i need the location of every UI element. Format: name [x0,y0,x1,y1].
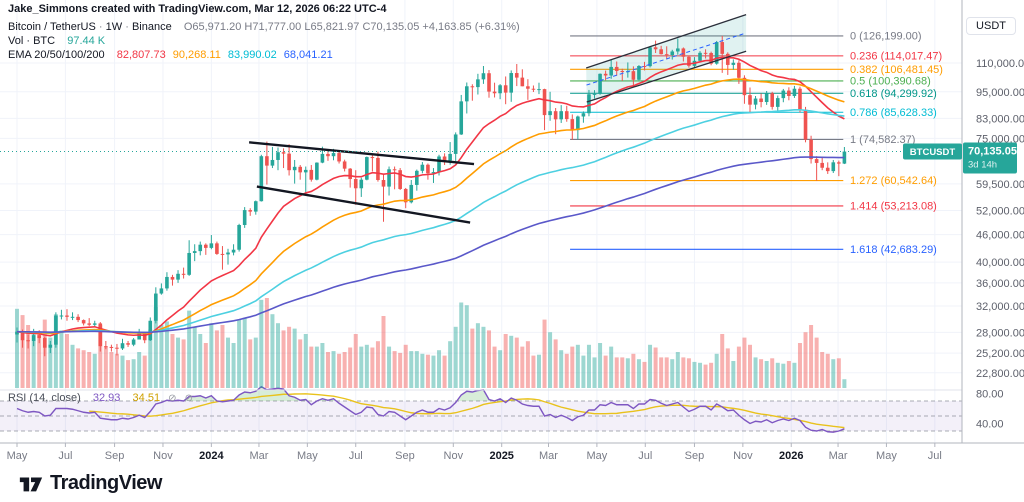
tradingview-logo-text: TradingView [50,472,162,494]
svg-text:BTCUSDT: BTCUSDT [910,147,956,158]
rsi-value: 32.93 [92,392,121,404]
svg-text:Sep: Sep [395,450,415,462]
symbol-row: Bitcoin / TetherUS · 1W · Binance O65,97… [8,21,520,33]
ema-values: 82,807.73 90,268.11 83,990.02 68,041.21 [117,49,340,61]
branding-bar: TradingView [0,465,1024,502]
svg-text:0.786 (85,628.33): 0.786 (85,628.33) [850,107,937,119]
svg-text:0.618 (94,299.92): 0.618 (94,299.92) [850,88,937,100]
symbol-title[interactable]: Bitcoin / TetherUS [8,21,96,33]
svg-text:110,000.00: 110,000.00 [976,58,1024,70]
exchange: Binance [131,21,172,33]
rsi-ma-value: 34.51 [132,392,161,404]
svg-text:2025: 2025 [489,450,513,462]
svg-text:75,000.00: 75,000.00 [976,133,1024,145]
svg-text:Jul: Jul [349,450,363,462]
time-axis[interactable]: May Jul Sep Nov 2024 Mar May Jul Sep Nov 2025 Mar Ma… [7,443,942,462]
svg-text:0.382 (106,481.45): 0.382 (106,481.45) [850,64,943,76]
ema-value: 68,041.21 [283,49,333,61]
ohlc-high: H71,777.00 [244,21,302,33]
svg-text:1.618 (42,683.29): 1.618 (42,683.29) [850,244,937,256]
ema-value: 90,268.11 [172,49,221,61]
price-axis[interactable]: 110,000.00 95,000.00 83,000.00 75,000.00 59,… [976,58,1024,431]
price-chart-canvas[interactable]: 0 (126,199.00) 0.236 (114,017.47) 0.382 (1… [0,0,1024,465]
change-value: +4,163.85 (+6.31%) [422,21,520,33]
rising-channel-fill[interactable] [586,14,747,103]
svg-text:Nov: Nov [733,450,753,462]
volume-label: Vol · BTC [8,35,56,47]
rsi-source-icon: ⊘ [184,393,193,404]
volume-value: 97.44 K [67,35,106,47]
svg-text:Nov: Nov [444,450,464,462]
svg-text:46,000.00: 46,000.00 [976,230,1024,242]
ema-value: 83,990.02 [227,49,277,61]
svg-text:40,000.00: 40,000.00 [976,257,1024,269]
svg-text:70,135.05: 70,135.05 [968,146,1017,158]
candles-layer [15,35,847,357]
svg-text:95,000.00: 95,000.00 [976,87,1024,99]
svg-text:52,000.00: 52,000.00 [976,205,1024,217]
tradingview-logo-icon [19,477,43,491]
svg-text:May: May [7,450,28,462]
price-scale-currency[interactable]: USDT [966,17,1016,35]
volume-layer [15,298,847,388]
tradingview-logo[interactable]: TradingView [18,471,162,497]
svg-text:1 (74,582.37): 1 (74,582.37) [850,134,915,146]
ema-20-line [16,56,845,337]
svg-text:Nov: Nov [153,450,173,462]
svg-text:May: May [587,450,608,462]
svg-text:1.414 (53,213.08): 1.414 (53,213.08) [850,200,937,212]
ema-100-line [16,108,845,334]
rsi-ma-line [89,393,845,429]
svg-text:22,800.00: 22,800.00 [976,368,1024,380]
svg-text:3d 14h: 3d 14h [968,160,997,171]
svg-text:40.00: 40.00 [976,419,1004,431]
ema-200-line [16,156,845,334]
svg-text:28,000.00: 28,000.00 [976,327,1024,339]
ema-value: 82,807.73 [116,49,166,61]
rsi-legend: RSI (14, close) 32.93 34.51 ⊘ ⊘ [8,392,193,404]
rsi-source-icon: ⊘ [168,393,177,404]
svg-text:Mar: Mar [829,450,848,462]
svg-text:Sep: Sep [105,450,125,462]
svg-text:80.00: 80.00 [976,389,1004,401]
svg-text:May: May [297,450,318,462]
trendline-annotations[interactable] [248,13,747,224]
svg-text:Jul: Jul [928,450,942,462]
ema-label: EMA 20/50/100/200 [8,49,105,61]
ohlc-close: C70,135.05 [362,21,420,33]
svg-text:0.236 (114,017.47): 0.236 (114,017.47) [850,50,942,62]
watermark: Jake_Simmons created with TradingView.co… [8,3,387,15]
svg-text:32,000.00: 32,000.00 [976,301,1024,313]
svg-text:Jul: Jul [58,450,72,462]
fib-labels: 0 (126,199.00) 0.236 (114,017.47) 0.382 (1… [850,30,943,255]
svg-text:Mar: Mar [249,450,268,462]
chart-area[interactable]: Jake_Simmons created with TradingView.co… [0,0,1024,465]
rsi-title[interactable]: RSI (14, close) [8,392,81,404]
svg-text:2026: 2026 [779,450,803,462]
rsi-line [16,385,845,433]
svg-text:0 (126,199.00): 0 (126,199.00) [850,30,922,42]
ohlc-low: L65,821.97 [304,21,360,33]
svg-text:25,200.00: 25,200.00 [976,348,1024,360]
rsi-pane [0,385,962,433]
svg-text:83,000.00: 83,000.00 [976,113,1024,125]
svg-text:0.5 (100,390.68): 0.5 (100,390.68) [850,75,931,87]
svg-text:36,000.00: 36,000.00 [976,278,1024,290]
svg-text:May: May [876,450,897,462]
timeframe[interactable]: 1W [105,21,123,33]
volume-row: Vol · BTC 97.44 K [8,35,105,47]
ema-lines [16,56,845,337]
svg-text:2024: 2024 [199,450,224,462]
ema-row: EMA 20/50/100/200 82,807.73 90,268.11 83,9… [8,49,340,61]
last-price-badge: BTCUSDT 70,135.05 3d 14h [903,142,1017,174]
svg-text:59,500.00: 59,500.00 [976,179,1024,191]
svg-text:Jul: Jul [638,450,652,462]
ohlc-open: O65,971.20 [183,21,242,33]
svg-text:Mar: Mar [539,450,558,462]
svg-text:1.272 (60,542.64): 1.272 (60,542.64) [850,175,937,187]
svg-text:Sep: Sep [685,450,705,462]
